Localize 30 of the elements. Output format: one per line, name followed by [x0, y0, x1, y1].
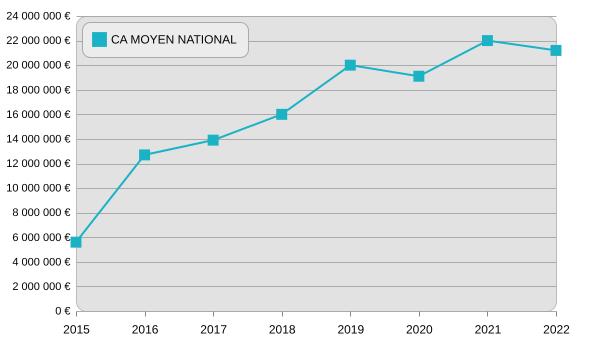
y-tick-label: 16 000 000 €	[6, 108, 70, 121]
y-tick-label: 6 000 000 €	[12, 232, 70, 244]
x-tick-label: 2015	[63, 322, 90, 336]
point	[276, 108, 288, 120]
point	[413, 70, 424, 82]
x-tick-label: 2020	[406, 322, 434, 336]
x-tick-label: 2022	[543, 322, 570, 336]
x-tick-label: 2017	[200, 322, 228, 336]
point	[208, 134, 219, 146]
x-tick-label: 2016	[132, 322, 159, 336]
y-tick-label: 14 000 000 €	[6, 133, 70, 146]
point	[550, 44, 562, 56]
y-tick-label: 24 000 000 €	[6, 10, 70, 22]
y-tick-label: 2 000 000 €	[12, 280, 70, 293]
y-tick-label: 8 000 000 €	[12, 207, 70, 220]
point	[344, 60, 356, 71]
point	[70, 236, 82, 248]
y-tick-label: 0 €	[55, 306, 70, 318]
x-tick-label: 2021	[474, 322, 502, 336]
x-tick-label: 2019	[337, 322, 364, 336]
legend-label: CA MOYEN NATIONAL	[111, 32, 238, 46]
y-tick-label: 20 000 000 €	[6, 60, 70, 72]
y-tick-label: 12 000 000 €	[6, 158, 70, 170]
point	[139, 149, 150, 160]
y-tick-label: 4 000 000 €	[12, 256, 70, 268]
y-tick-label: 22 000 000 €	[6, 35, 70, 48]
point	[482, 35, 493, 46]
x-tick-label: 2018	[268, 322, 296, 336]
y-tick-label: 18 000 000 €	[6, 84, 70, 96]
y-tick-label: 10 000 000 €	[6, 182, 70, 195]
